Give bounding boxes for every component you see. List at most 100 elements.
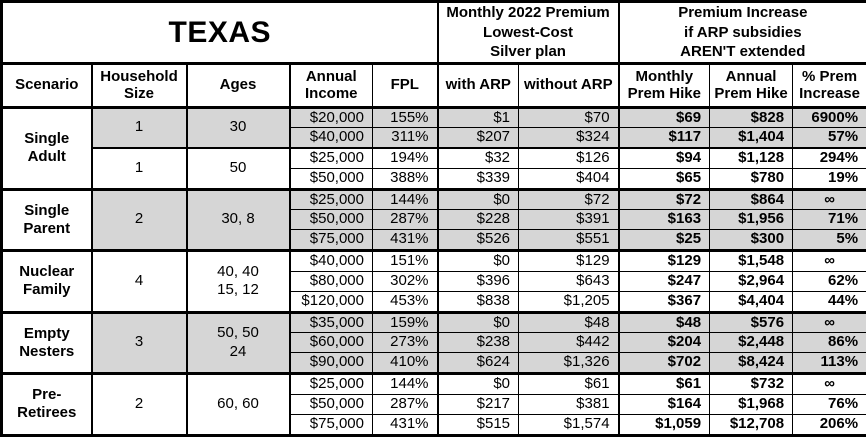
col-header-monthly-hike: Monthly Prem Hike [617, 61, 711, 109]
cell-pct-increase: 62% [792, 270, 866, 292]
cell-with-arp: $515 [436, 413, 520, 436]
cell-with-arp: $238 [436, 332, 520, 354]
ages-cell: 60, 60 [185, 372, 290, 436]
household-size-cell: 1 [90, 147, 187, 190]
cell-annual-income: $50,000 [288, 209, 373, 231]
cell-with-arp: $217 [436, 393, 520, 415]
cell-monthly-hike: $204 [617, 332, 711, 354]
ages-cell: 30, 8 [185, 187, 290, 251]
cell-pct-increase: 57% [792, 127, 866, 149]
cell-without-arp: $61 [518, 372, 620, 395]
cell-fpl: 273% [371, 332, 439, 354]
cell-pct-increase: 113% [792, 352, 866, 374]
cell-pct-increase: 294% [792, 146, 866, 169]
header-group-premium: Monthly 2022 Premium Lowest-Cost Silver … [436, 1, 620, 65]
cell-annual-income: $50,000 [288, 393, 373, 415]
cell-monthly-hike: $65 [617, 167, 711, 190]
cell-annual-income: $40,000 [288, 249, 373, 272]
cell-annual-income: $90,000 [288, 352, 373, 374]
household-size-cell: 2 [90, 187, 187, 251]
cell-without-arp: $643 [518, 270, 620, 292]
cell-with-arp: $526 [436, 229, 520, 251]
cell-annual-hike: $1,128 [709, 146, 794, 169]
ages-cell: 30 [185, 105, 290, 149]
cell-annual-income: $60,000 [288, 332, 373, 354]
cell-annual-hike: $300 [709, 229, 794, 251]
cell-with-arp: $624 [436, 352, 520, 374]
cell-annual-income: $50,000 [288, 167, 373, 190]
col-header-with-arp: with ARP [436, 61, 520, 109]
table-title: TEXAS [0, 1, 439, 65]
col-header-ages: Ages [185, 61, 290, 109]
cell-pct-increase: 71% [792, 209, 866, 231]
cell-with-arp: $339 [436, 167, 520, 190]
scenario-cell: Single Parent [1, 187, 92, 251]
scenario-cell: Nuclear Family [1, 249, 92, 313]
cell-with-arp: $1 [436, 105, 520, 129]
cell-without-arp: $1,574 [518, 413, 620, 436]
cell-monthly-hike: $1,059 [617, 413, 711, 436]
cell-pct-increase: 44% [792, 290, 866, 313]
cell-annual-hike: $12,708 [709, 413, 794, 436]
cell-fpl: 302% [371, 270, 439, 292]
cell-annual-hike: $2,448 [709, 332, 794, 354]
col-header-household-size: Household Size [90, 61, 187, 109]
ages-cell: 50 [185, 147, 290, 190]
cell-annual-income: $35,000 [288, 310, 373, 334]
cell-annual-income: $75,000 [288, 229, 373, 251]
cell-fpl: 431% [371, 413, 439, 436]
cell-pct-increase: ∞ [792, 372, 866, 395]
col-header-annual-income: Annual Income [288, 61, 373, 109]
cell-annual-hike: $1,548 [709, 249, 794, 272]
cell-annual-hike: $8,424 [709, 352, 794, 374]
cell-pct-increase: 206% [792, 413, 866, 436]
cell-pct-increase: ∞ [792, 187, 866, 211]
cell-fpl: 431% [371, 229, 439, 251]
cell-pct-increase: ∞ [792, 249, 866, 272]
cell-without-arp: $1,205 [518, 290, 620, 313]
cell-with-arp: $0 [436, 249, 520, 272]
cell-with-arp: $0 [436, 372, 520, 395]
cell-monthly-hike: $367 [617, 290, 711, 313]
cell-without-arp: $381 [518, 393, 620, 415]
scenario-cell: Single Adult [1, 105, 92, 190]
cell-fpl: 151% [371, 249, 439, 272]
cell-monthly-hike: $702 [617, 352, 711, 374]
cell-annual-hike: $1,956 [709, 209, 794, 231]
cell-monthly-hike: $48 [617, 310, 711, 334]
cell-monthly-hike: $94 [617, 146, 711, 169]
cell-monthly-hike: $117 [617, 127, 711, 149]
household-size-cell: 2 [90, 372, 187, 436]
cell-without-arp: $1,326 [518, 352, 620, 374]
cell-annual-income: $120,000 [288, 290, 373, 313]
cell-fpl: 144% [371, 372, 439, 395]
cell-without-arp: $391 [518, 209, 620, 231]
cell-with-arp: $228 [436, 209, 520, 231]
cell-fpl: 155% [371, 105, 439, 129]
cell-fpl: 410% [371, 352, 439, 374]
cell-annual-hike: $4,404 [709, 290, 794, 313]
cell-fpl: 287% [371, 393, 439, 415]
cell-monthly-hike: $164 [617, 393, 711, 415]
cell-fpl: 144% [371, 187, 439, 211]
header-group-increase: Premium Increase if ARP subsidies AREN'T… [617, 1, 866, 65]
cell-with-arp: $32 [436, 146, 520, 169]
cell-annual-income: $80,000 [288, 270, 373, 292]
cell-annual-income: $25,000 [288, 187, 373, 211]
cell-with-arp: $0 [436, 187, 520, 211]
cell-annual-hike: $828 [709, 105, 794, 129]
cell-annual-income: $25,000 [288, 146, 373, 169]
cell-annual-hike: $864 [709, 187, 794, 211]
cell-fpl: 194% [371, 146, 439, 169]
household-size-cell: 4 [90, 249, 187, 313]
cell-without-arp: $404 [518, 167, 620, 190]
ages-cell: 50, 50 24 [185, 310, 290, 374]
cell-pct-increase: 19% [792, 167, 866, 190]
cell-pct-increase: 76% [792, 393, 866, 415]
cell-monthly-hike: $247 [617, 270, 711, 292]
cell-with-arp: $0 [436, 310, 520, 334]
cell-annual-income: $75,000 [288, 413, 373, 436]
cell-fpl: 311% [371, 127, 439, 149]
cell-with-arp: $207 [436, 127, 520, 149]
cell-monthly-hike: $61 [617, 372, 711, 395]
